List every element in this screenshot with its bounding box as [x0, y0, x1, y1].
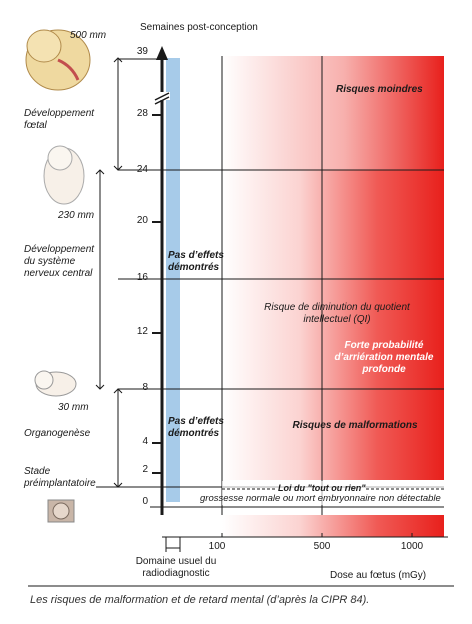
diagnostic-band — [166, 58, 180, 502]
weeks-tick-4: 4 — [142, 436, 148, 447]
weeks-tick-20: 20 — [136, 215, 148, 226]
stage-organogenesis: Organogenèse — [24, 428, 91, 439]
weeks-tick-39: 39 — [136, 46, 148, 57]
diagnostic-bracket — [165, 537, 181, 552]
risk-zone-main — [222, 170, 444, 480]
malformations-label: Risques de malformations — [292, 420, 418, 431]
stage-nervous-system-development: Développement du système nerveux central — [24, 244, 95, 279]
size-label-30mm: 30 mm — [58, 402, 89, 413]
stage-fetal-development: Développement fœtal — [24, 108, 95, 131]
stage-preimplantation: Stade préimplantatoire — [24, 466, 96, 489]
weeks-tick-0: 0 — [142, 496, 148, 507]
figure-caption: Les risques de malformation et de retard… — [30, 594, 370, 606]
embryo-30mm-illustration — [34, 370, 77, 397]
retardation-label: Forte probabilité d’arriération mentale … — [334, 340, 434, 375]
blastocyst-illustration — [47, 499, 75, 523]
all-or-nothing-label: Loi du "tout ou rien" — [278, 483, 366, 493]
risk-lower-label: Risques moindres — [336, 84, 423, 95]
no-effect-label-lower: Pas d’effets démontrés — [168, 416, 224, 439]
dose-tick-500: 500 — [313, 541, 331, 552]
weeks-tick-2: 2 — [142, 464, 148, 475]
weeks-tick-28: 28 — [136, 108, 148, 119]
fetus-500mm-illustration — [25, 29, 91, 91]
size-label-230mm: 230 mm — [58, 210, 95, 221]
weeks-tick-8: 8 — [142, 382, 148, 393]
stage-brackets — [95, 57, 123, 488]
weeks-tick-16: 16 — [136, 272, 148, 283]
weeks-ticks — [152, 114, 162, 474]
weeks-axis-title: Semaines post-conception — [140, 22, 258, 33]
weeks-tick-24: 24 — [136, 164, 148, 175]
diagnostic-range-label: Domaine usuel du radiodiagnostic — [135, 556, 217, 579]
weeks-tick-12: 12 — [136, 326, 148, 337]
risk-zone-upper — [222, 56, 444, 170]
size-label-500mm: 500 mm — [70, 30, 107, 41]
risk-zone-bottom — [222, 515, 444, 537]
dose-axis-label: Dose au fœtus (mGy) — [330, 570, 427, 581]
fetus-230mm-illustration — [43, 145, 85, 205]
no-effect-label-upper: Pas d’effets démontrés — [168, 250, 224, 273]
dose-tick-1000: 1000 — [400, 541, 424, 552]
weeks-axis-arrow — [156, 46, 168, 60]
dose-tick-100: 100 — [208, 541, 226, 552]
pregnancy-outcome-label: grossesse normale ou mort embryonnaire n… — [200, 493, 441, 504]
iq-risk-label: Risque de diminution du quotient intelle… — [264, 302, 410, 325]
